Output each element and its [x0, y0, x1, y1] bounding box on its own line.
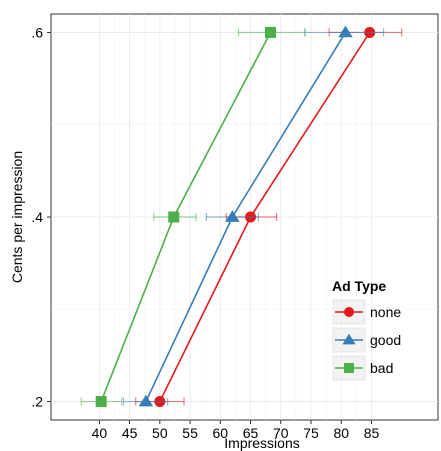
- series-layer: [80, 25, 403, 408]
- x-tick-label: 40: [92, 425, 108, 441]
- y-tick-label: .2: [31, 394, 43, 410]
- legend-key-marker-good: [342, 333, 356, 345]
- legend: Ad Type none good bad: [332, 278, 401, 381]
- data-point-good: [338, 25, 353, 38]
- x-axis-title: Impressions: [224, 435, 299, 451]
- x-tick-label: 70: [273, 425, 289, 441]
- legend-keys: [335, 307, 363, 373]
- data-point-bad: [95, 396, 107, 408]
- tick-layer: 40 45 50 55 60 65 70 75 80 85 .2 .4 .6: [31, 24, 379, 441]
- y-tick-label: .4: [31, 209, 43, 225]
- x-tick-label: 50: [152, 425, 168, 441]
- x-tick-label: 60: [213, 425, 229, 441]
- x-tick-label: 45: [122, 425, 138, 441]
- legend-title: Ad Type: [332, 278, 386, 294]
- series-bad: [80, 26, 306, 408]
- data-point-good: [225, 210, 240, 222]
- y-tick-label: .6: [31, 24, 43, 40]
- y-axis-title: Cents per impression: [9, 151, 25, 283]
- x-tick-label: 55: [182, 425, 198, 441]
- legend-label-good: good: [370, 332, 401, 348]
- x-tick-label: 65: [243, 425, 259, 441]
- data-point-bad: [265, 26, 277, 38]
- data-point-good: [138, 394, 154, 407]
- legend-key-marker-none: [344, 307, 354, 317]
- legend-key-marker-bad: [344, 363, 354, 373]
- x-tick-label: 80: [333, 425, 349, 441]
- legend-label-none: none: [370, 304, 401, 320]
- legend-label-bad: bad: [370, 360, 393, 376]
- x-tick-label: 85: [364, 425, 380, 441]
- grid-layer: [51, 14, 438, 420]
- data-point-bad: [168, 211, 180, 223]
- x-tick-label: 75: [303, 425, 319, 441]
